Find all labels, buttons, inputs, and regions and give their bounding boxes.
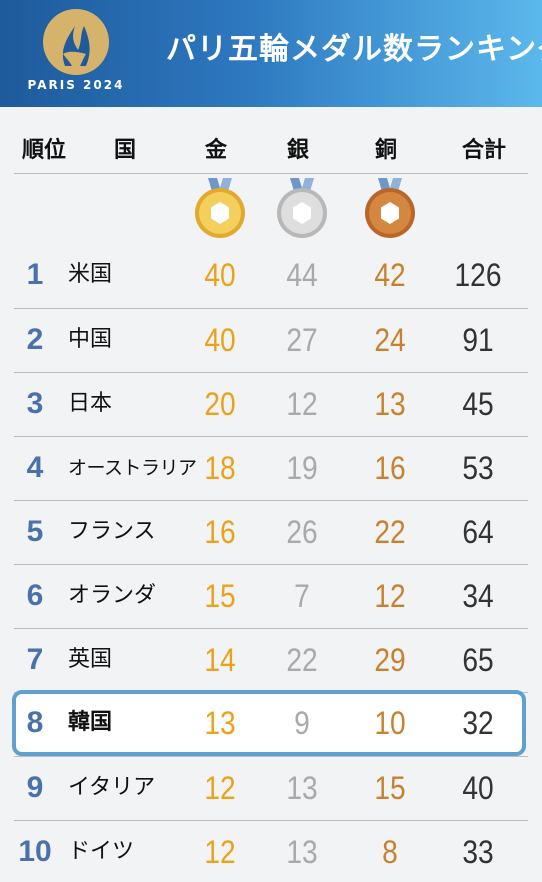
total-count: 65 bbox=[462, 642, 494, 678]
gold-count: 18 bbox=[204, 450, 236, 486]
silver-count: 26 bbox=[286, 514, 318, 550]
rank-number: 2 bbox=[26, 323, 44, 356]
total-count: 34 bbox=[462, 578, 494, 614]
country-name: 米国 bbox=[68, 262, 113, 287]
silver-count: 19 bbox=[286, 450, 318, 486]
bronze-count: 16 bbox=[374, 450, 406, 486]
gold-count: 20 bbox=[204, 386, 236, 422]
bronze-count: 13 bbox=[374, 386, 406, 422]
header-divider bbox=[14, 173, 528, 174]
rank-number: 8 bbox=[26, 706, 44, 739]
bronze-count: 29 bbox=[374, 642, 406, 678]
bronze-count: 42 bbox=[374, 257, 406, 293]
gold-count: 15 bbox=[204, 578, 236, 614]
total-count: 53 bbox=[462, 450, 494, 486]
silver-medal-icon bbox=[277, 178, 327, 238]
header-banner: PARIS 2024 パリ五輪メダル数ランキング bbox=[0, 0, 542, 107]
total-count: 64 bbox=[462, 514, 494, 550]
rank-number: 5 bbox=[26, 515, 44, 548]
bronze-count: 12 bbox=[374, 578, 406, 614]
gold-count: 13 bbox=[204, 705, 236, 741]
column-header-silver: 銀 bbox=[286, 138, 309, 163]
row-divider bbox=[14, 308, 528, 309]
total-count: 40 bbox=[462, 770, 494, 806]
rank-number: 9 bbox=[26, 771, 44, 804]
olympic-flame-icon bbox=[43, 9, 109, 75]
paris-2024-logo: PARIS 2024 bbox=[20, 6, 132, 100]
row-divider bbox=[14, 820, 528, 821]
country-name: オーストラリア bbox=[68, 457, 197, 479]
country-name: 韓国 bbox=[68, 710, 113, 735]
bronze-count: 22 bbox=[374, 514, 406, 550]
country-name: フランス bbox=[68, 519, 156, 544]
country-name: イタリア bbox=[68, 775, 156, 800]
silver-count: 12 bbox=[286, 386, 318, 422]
row-divider bbox=[14, 756, 528, 757]
silver-count: 9 bbox=[294, 705, 310, 741]
column-header-total: 合計 bbox=[461, 138, 506, 163]
row-divider bbox=[14, 436, 528, 437]
rank-number: 10 bbox=[18, 835, 52, 868]
rank-number: 6 bbox=[26, 579, 44, 612]
bronze-count: 8 bbox=[382, 834, 398, 870]
bronze-count: 10 bbox=[374, 705, 406, 741]
total-count: 45 bbox=[462, 386, 494, 422]
rank-number: 3 bbox=[26, 387, 44, 420]
country-name: 日本 bbox=[68, 391, 113, 416]
gold-count: 12 bbox=[204, 834, 236, 870]
silver-count: 22 bbox=[286, 642, 318, 678]
silver-count: 13 bbox=[286, 834, 318, 870]
column-header-bronze: 銅 bbox=[374, 138, 397, 163]
rank-number: 4 bbox=[26, 451, 44, 484]
bronze-count: 15 bbox=[374, 770, 406, 806]
silver-count: 44 bbox=[286, 257, 318, 293]
logo-text: PARIS 2024 bbox=[27, 78, 125, 92]
silver-count: 13 bbox=[286, 770, 318, 806]
highlighted-row-frame bbox=[12, 690, 526, 756]
row-divider bbox=[14, 564, 528, 565]
country-name: 中国 bbox=[68, 327, 113, 352]
country-name: ドイツ bbox=[68, 839, 135, 864]
gold-count: 14 bbox=[204, 642, 236, 678]
bronze-medal-icon bbox=[365, 178, 415, 238]
country-name: オランダ bbox=[68, 583, 157, 608]
column-header-country: 国 bbox=[113, 138, 136, 163]
country-name: 英国 bbox=[68, 647, 113, 672]
rank-number: 7 bbox=[26, 643, 44, 676]
bronze-count: 24 bbox=[374, 322, 406, 358]
gold-count: 40 bbox=[204, 257, 236, 293]
gold-count: 40 bbox=[204, 322, 236, 358]
gold-count: 16 bbox=[204, 514, 236, 550]
row-divider bbox=[14, 500, 528, 501]
row-divider bbox=[14, 628, 528, 629]
silver-count: 7 bbox=[294, 578, 310, 614]
row-divider bbox=[14, 372, 528, 373]
gold-medal-icon bbox=[195, 178, 245, 238]
total-count: 126 bbox=[454, 257, 502, 293]
total-count: 33 bbox=[462, 834, 494, 870]
rank-number: 1 bbox=[26, 258, 44, 291]
total-count: 32 bbox=[462, 705, 494, 741]
total-count: 91 bbox=[462, 322, 494, 358]
page-title: パリ五輪メダル数ランキング bbox=[166, 32, 542, 67]
column-header-rank: 順位 bbox=[22, 138, 67, 163]
column-header-gold: 金 bbox=[204, 138, 227, 163]
gold-count: 12 bbox=[204, 770, 236, 806]
silver-count: 27 bbox=[286, 322, 318, 358]
